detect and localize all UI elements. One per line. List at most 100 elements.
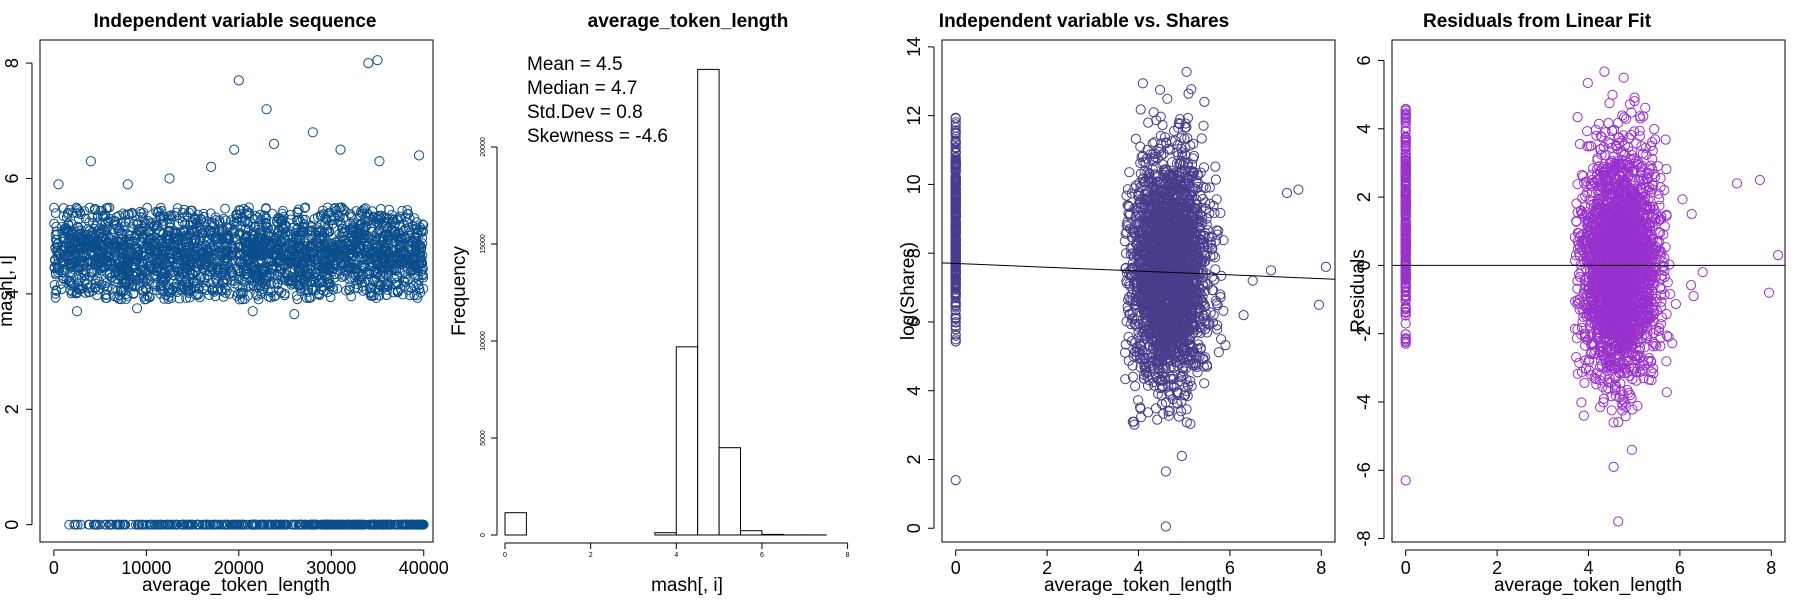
panel3-title: Independent variable vs. Shares xyxy=(939,11,1229,32)
data-point xyxy=(99,262,110,273)
data-point xyxy=(169,282,179,293)
data-point xyxy=(1130,133,1142,144)
x-tick-label: 4 xyxy=(674,552,678,559)
data-point xyxy=(1181,66,1192,77)
data-point xyxy=(360,203,371,214)
data-point xyxy=(216,270,227,281)
panel2-ylabel: Frequency xyxy=(449,246,470,336)
data-point xyxy=(285,210,296,220)
data-point xyxy=(196,272,207,283)
data-point xyxy=(334,202,345,213)
data-point xyxy=(277,216,288,226)
data-point xyxy=(139,291,150,302)
histogram-bar xyxy=(504,512,527,536)
data-point xyxy=(277,245,287,256)
data-point xyxy=(318,281,329,292)
data-point xyxy=(212,285,223,296)
data-point xyxy=(219,256,230,267)
data-point xyxy=(135,206,145,217)
data-point xyxy=(233,75,244,86)
data-point xyxy=(100,293,111,304)
data-point xyxy=(84,283,94,294)
panel-histogram: average_token_length 0 2 4 6 805000100001500… xyxy=(449,11,850,596)
data-point xyxy=(127,207,138,218)
hist-stat-skewness: Skewness = -4.6 xyxy=(527,126,668,147)
data-point xyxy=(241,206,252,216)
data-point xyxy=(124,209,135,220)
data-point xyxy=(300,202,311,213)
data-point xyxy=(210,291,221,302)
data-point xyxy=(242,209,253,220)
data-point xyxy=(205,208,216,219)
data-point xyxy=(316,284,327,295)
data-point xyxy=(255,230,266,241)
x-tick-label: 6 xyxy=(760,552,764,559)
data-point xyxy=(1137,78,1149,89)
hist-stat-stddev: Std.Dev = 0.8 xyxy=(527,102,643,123)
data-point xyxy=(69,239,80,249)
data-point xyxy=(1218,305,1229,316)
data-point xyxy=(352,269,363,279)
data-point xyxy=(325,292,336,303)
data-point xyxy=(1135,104,1146,115)
x-tick-label: 40000 xyxy=(399,558,449,578)
y-tick-label: 2 xyxy=(2,404,22,414)
x-tick-label: 0 xyxy=(503,552,507,559)
data-point xyxy=(1198,120,1209,131)
data-point xyxy=(84,217,95,228)
data-point xyxy=(267,208,278,219)
histogram-bar xyxy=(697,68,720,536)
data-point xyxy=(269,238,280,249)
data-point xyxy=(232,216,242,227)
x-tick-label: 0 xyxy=(49,558,59,578)
y-tick-label: 0 xyxy=(2,520,22,530)
data-point xyxy=(229,144,240,155)
panel1-points xyxy=(49,55,429,530)
data-point xyxy=(278,205,288,216)
data-point xyxy=(346,291,357,302)
data-point xyxy=(392,277,403,288)
y-tick-label: 5000 xyxy=(480,430,487,446)
data-point xyxy=(335,217,346,228)
data-point xyxy=(79,206,90,216)
hist-stat-median: Median = 4.7 xyxy=(527,78,637,99)
data-point xyxy=(53,179,64,190)
data-point xyxy=(416,266,427,277)
data-point xyxy=(247,306,258,317)
data-point xyxy=(49,202,59,213)
data-point xyxy=(132,303,143,314)
y-tick-label: 6 xyxy=(2,173,22,183)
data-point xyxy=(206,161,217,172)
data-point xyxy=(384,204,395,215)
data-point xyxy=(112,274,123,285)
y-tick-label: 0 xyxy=(480,533,487,537)
x-tick-label: 8 xyxy=(846,552,850,559)
data-point xyxy=(151,224,162,234)
data-point xyxy=(164,173,175,184)
data-point xyxy=(128,289,139,299)
data-point xyxy=(196,259,207,270)
data-point xyxy=(1213,347,1224,358)
data-point xyxy=(296,273,307,284)
data-point xyxy=(66,262,77,273)
data-point xyxy=(250,221,261,232)
data-point xyxy=(220,203,231,214)
data-point xyxy=(402,274,413,285)
data-point xyxy=(1152,414,1163,425)
data-point xyxy=(1130,381,1141,392)
data-point xyxy=(414,150,425,161)
data-point xyxy=(261,104,272,115)
data-point xyxy=(293,227,304,238)
data-point xyxy=(281,221,292,232)
data-point xyxy=(374,156,385,167)
data-point xyxy=(268,138,280,149)
hist-stat-mean: Mean = 4.5 xyxy=(527,54,623,75)
data-point xyxy=(260,212,271,222)
data-point xyxy=(257,233,268,243)
data-point xyxy=(89,205,100,216)
data-point xyxy=(85,156,97,167)
data-point xyxy=(307,127,318,138)
data-point xyxy=(418,220,429,230)
data-point xyxy=(110,216,121,226)
